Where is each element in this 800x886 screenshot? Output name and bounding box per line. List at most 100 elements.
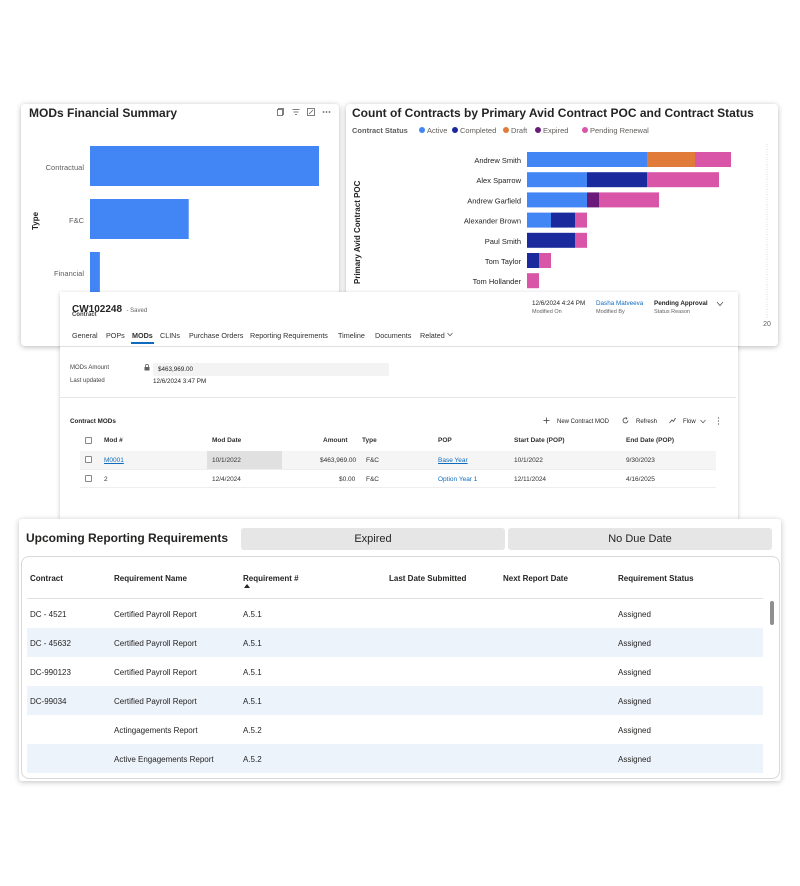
add-icon[interactable] xyxy=(543,417,550,424)
copy-icon[interactable] xyxy=(277,108,285,116)
col-end-date[interactable]: End Date (POP) xyxy=(626,437,675,444)
col-last-date-submitted[interactable]: Last Date Submitted xyxy=(389,574,467,583)
stacked-bar-segment[interactable] xyxy=(575,212,587,228)
stacked-bar-segment[interactable] xyxy=(539,253,551,268)
sort-ascending-icon xyxy=(244,584,250,588)
poc-label: Tom Taylor xyxy=(485,257,522,266)
tab-clins[interactable]: CLINs xyxy=(160,331,180,340)
col-requirement-status[interactable]: Requirement Status xyxy=(618,574,694,583)
x-tick-20: 20 xyxy=(763,321,771,328)
mods-category-label: Financial xyxy=(54,269,84,278)
mod-number[interactable]: 2 xyxy=(104,476,108,483)
pop-link[interactable]: Base Year xyxy=(438,457,468,464)
requirement-name-cell: Certified Payroll Report xyxy=(114,697,197,706)
expand-header-chevron-icon[interactable] xyxy=(716,301,724,307)
poc-label: Andrew Smith xyxy=(474,156,521,165)
y-axis-label: Primary Avid Contract POC xyxy=(353,180,362,284)
last-updated-value: 12/6/2024 3:47 PM xyxy=(153,378,207,385)
table-row[interactable] xyxy=(80,451,716,469)
mods-bar[interactable] xyxy=(90,199,189,239)
col-next-report-date[interactable]: Next Report Date xyxy=(503,574,568,583)
poc-label: Andrew Garfield xyxy=(467,196,521,205)
mod-link[interactable]: M0001 xyxy=(104,457,124,464)
stacked-bar-segment[interactable] xyxy=(527,172,587,188)
mods-bar[interactable] xyxy=(90,146,319,186)
stacked-bar-segment[interactable] xyxy=(695,152,731,167)
col-pop[interactable]: POP xyxy=(438,437,452,444)
flow-icon[interactable] xyxy=(669,417,676,424)
tab-documents[interactable]: Documents xyxy=(375,331,412,340)
poc-label: Alex Sparrow xyxy=(476,176,521,185)
stacked-bar-segment[interactable] xyxy=(527,152,647,167)
mod-date: 10/1/2022 xyxy=(212,457,241,464)
refresh-icon[interactable] xyxy=(622,417,629,424)
legend-item[interactable]: Expired xyxy=(543,126,568,135)
stacked-bar-segment[interactable] xyxy=(527,273,539,289)
tab-pops[interactable]: POPs xyxy=(106,331,125,340)
legend-item[interactable]: Active xyxy=(427,126,447,135)
row-checkbox[interactable] xyxy=(85,475,92,482)
expired-filter-button[interactable]: Expired xyxy=(241,528,505,550)
legend-item[interactable]: Completed xyxy=(460,126,496,135)
requirement-number-cell: A.5.1 xyxy=(243,697,262,706)
col-requirement-name[interactable]: Requirement Name xyxy=(114,574,187,583)
stacked-bar-segment[interactable] xyxy=(575,232,587,248)
contract-cell: DC-99034 xyxy=(30,697,67,706)
tabs-divider xyxy=(60,346,738,347)
focus-mode-icon[interactable] xyxy=(307,108,315,116)
row-checkbox[interactable] xyxy=(85,456,92,463)
col-start-date[interactable]: Start Date (POP) xyxy=(514,437,565,444)
stacked-bar-segment[interactable] xyxy=(527,232,575,248)
tab-timeline[interactable]: Timeline xyxy=(338,331,365,340)
table-row[interactable] xyxy=(80,469,716,488)
requirement-number-cell: A.5.2 xyxy=(243,755,262,764)
stacked-bar-segment[interactable] xyxy=(647,152,695,167)
select-all-checkbox[interactable] xyxy=(85,437,92,444)
requirement-status-cell: Assigned xyxy=(618,697,651,706)
stacked-bar-segment[interactable] xyxy=(599,192,659,208)
flow-button[interactable]: Flow xyxy=(683,419,696,425)
stacked-bar-segment[interactable] xyxy=(527,212,551,228)
more-commands-icon[interactable] xyxy=(717,417,720,425)
col-amount[interactable]: Amount xyxy=(323,437,348,444)
tab-mods[interactable]: MODs xyxy=(132,331,153,340)
legend-marker xyxy=(535,127,541,133)
stacked-bar-segment[interactable] xyxy=(527,253,539,268)
filter-icon[interactable] xyxy=(292,108,300,116)
mods-bar[interactable] xyxy=(90,252,100,292)
legend-item[interactable]: Pending Renewal xyxy=(590,126,649,135)
col-contract[interactable]: Contract xyxy=(30,574,63,583)
stacked-bar-segment[interactable] xyxy=(587,192,599,208)
new-contract-mod-button[interactable]: New Contract MOD xyxy=(557,419,610,425)
modified-by-value[interactable]: Dasha Matveeva xyxy=(596,300,644,307)
flow-chevron-down-icon[interactable] xyxy=(700,419,706,424)
tab-purchase-orders[interactable]: Purchase Orders xyxy=(189,331,244,340)
col-requirement-number[interactable]: Requirement # xyxy=(243,574,299,583)
col-mod-number[interactable]: Mod # xyxy=(104,437,123,444)
col-mod-date[interactable]: Mod Date xyxy=(212,437,242,444)
stacked-bar-segment[interactable] xyxy=(527,192,587,208)
stacked-bar-segment[interactable] xyxy=(647,172,719,188)
tab-general[interactable]: General xyxy=(72,331,98,340)
tab-reporting-requirements[interactable]: Reporting Requirements xyxy=(250,331,328,340)
requirement-number-cell: A.5.1 xyxy=(243,668,262,677)
no-due-date-filter-button[interactable]: No Due Date xyxy=(508,528,772,550)
refresh-button[interactable]: Refresh xyxy=(636,419,658,425)
legend-marker xyxy=(452,127,458,133)
requirement-name-cell: Actingagements Report xyxy=(114,726,198,735)
tab-related[interactable]: Related xyxy=(420,331,445,340)
related-chevron-down-icon[interactable] xyxy=(447,332,453,337)
pop-link[interactable]: Option Year 1 xyxy=(438,476,478,483)
mods-summary-chart: Type Contractual F&C Financial xyxy=(31,146,319,292)
stacked-bar-segment[interactable] xyxy=(587,172,647,188)
vertical-scrollbar[interactable] xyxy=(770,601,774,625)
col-type[interactable]: Type xyxy=(362,437,377,444)
legend-item[interactable]: Draft xyxy=(511,126,528,135)
more-options-icon[interactable] xyxy=(322,108,331,116)
row-stripe xyxy=(27,686,763,715)
mod-type: F&C xyxy=(366,457,379,464)
contract-mods-title: Contract MODs xyxy=(70,418,116,425)
requirement-status-cell: Assigned xyxy=(618,610,651,619)
stacked-bar-segment[interactable] xyxy=(551,212,575,228)
last-updated-label: Last updated xyxy=(70,378,105,384)
